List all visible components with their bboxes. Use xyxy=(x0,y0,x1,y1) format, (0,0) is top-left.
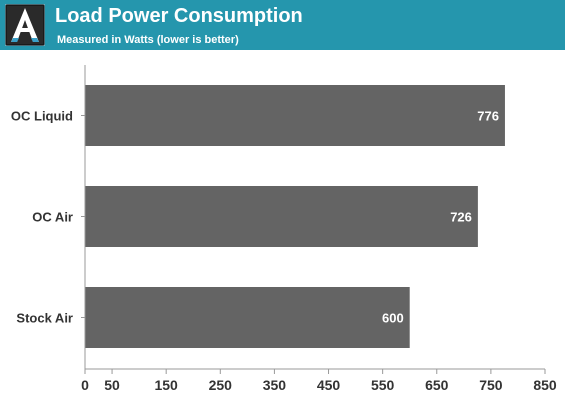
chart-header: Load Power Consumption Measured in Watts… xyxy=(0,0,565,50)
x-tick-label: 350 xyxy=(263,377,287,393)
x-tick-label: 750 xyxy=(479,377,503,393)
bar xyxy=(85,186,478,247)
x-tick-label: 250 xyxy=(209,377,233,393)
chart-title: Load Power Consumption xyxy=(55,5,303,27)
x-tick-label: 550 xyxy=(371,377,395,393)
chart-subtitle: Measured in Watts (lower is better) xyxy=(57,34,239,46)
bar xyxy=(85,287,410,348)
x-tick-label: 650 xyxy=(425,377,449,393)
x-tick-label: 150 xyxy=(154,377,178,393)
bar-value-label: 726 xyxy=(450,210,472,225)
x-tick-label: 50 xyxy=(104,377,120,393)
category-label: OC Liquid xyxy=(11,109,73,124)
category-label: Stock Air xyxy=(16,311,73,326)
bar-value-label: 776 xyxy=(477,109,499,124)
x-tick-label: 850 xyxy=(533,377,557,393)
x-tick-label: 450 xyxy=(317,377,341,393)
anandtech-logo-icon xyxy=(5,4,45,46)
bar-chart: 776 OC Liquid 726 OC Air 600 Stock Air 0 50 150 2… xyxy=(11,65,557,393)
x-tick-label: 0 xyxy=(81,377,89,393)
category-label: OC Air xyxy=(32,210,73,225)
bar xyxy=(85,85,505,146)
bar-value-label: 600 xyxy=(382,311,404,326)
